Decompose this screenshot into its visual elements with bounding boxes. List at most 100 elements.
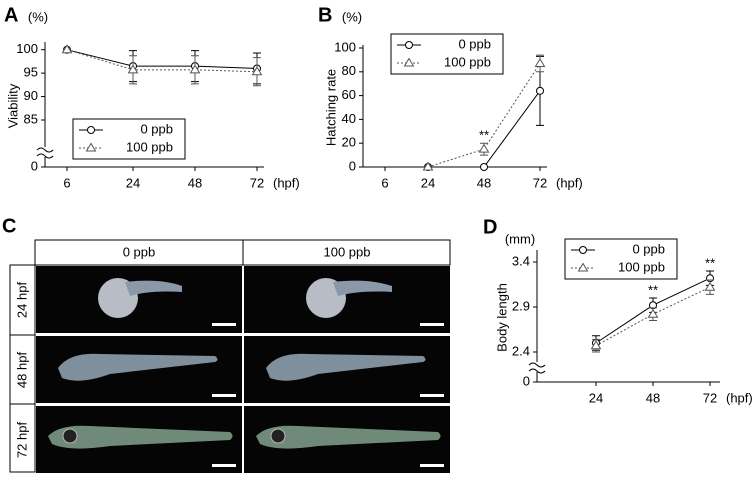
marker [61,44,73,54]
legend-label: 100 ppb [618,259,665,274]
scale-bar [212,394,236,397]
x-tick-label: 24 [421,175,435,190]
y-unit: (mm) [505,231,535,246]
row-label: 48 hpf [14,352,29,389]
axis-break [36,147,54,159]
eye [62,428,78,444]
marker [480,163,488,171]
x-tick-label: 24 [589,390,603,405]
y-unit: (%) [28,9,48,24]
y-unit: (%) [342,9,362,24]
y-tick-label: 100 [334,39,356,54]
marker [87,126,95,134]
larva [256,425,441,449]
legend: 0 ppb 100 ppb [564,238,678,280]
y-tick-label: 40 [342,111,356,126]
x-tick-label: 72 [703,390,717,405]
marker [422,161,434,171]
y-tick-label: 0 [349,158,356,173]
panel-letter: D [483,216,497,238]
legend: 0 ppb 100 ppb [72,118,186,160]
axis-break [528,362,546,374]
marker [536,86,544,95]
marker [405,41,413,49]
marker [251,66,263,76]
marker [127,64,139,74]
series-line [66,49,258,69]
marker [577,262,589,272]
x-unit: (hpf) [726,390,753,405]
row-label: 72 hpf [14,422,29,459]
x-tick-label: 6 [381,175,388,190]
marker [647,308,659,318]
column-label: 0 ppb [123,244,156,259]
y-tick-label: 85 [24,111,38,126]
x-tick-label: 6 [63,175,70,190]
scale-bar [420,394,444,397]
marker [85,142,97,152]
embryo [333,280,392,296]
x-unit: (hpf) [556,175,583,190]
micrographs [36,266,450,473]
scale-bar [212,464,236,467]
image-panel: C 0 ppb 100 ppb 24 hpf 48 hpf 72 hpf [2,215,451,473]
legend-label: 0 ppb [632,241,665,256]
y-tick-label: 0 [31,158,38,173]
eye [270,428,286,444]
row-label: 24 hpf [14,282,29,319]
series-line [66,49,258,73]
micrograph [244,266,450,333]
annotation: ** [648,282,658,297]
marker [478,143,490,153]
x-tick-label: 24 [126,175,140,190]
y-tick-label: 90 [24,88,38,103]
annotation: ** [705,255,715,270]
x-tick-label: 48 [477,175,491,190]
x-tick-label: 48 [646,390,660,405]
legend-label: 100 ppb [126,139,173,154]
column-label: 100 ppb [324,244,371,259]
larva [48,425,233,449]
panel-letter: C [2,215,16,237]
legend: 0 ppb 100 ppb [390,33,504,75]
x-tick-label: 72 [533,175,547,190]
y-tick-label: 80 [342,63,356,78]
larva [58,353,218,381]
embryo [125,280,182,296]
marker [189,64,201,74]
y-axis-label: Viability [5,83,20,128]
micrograph [36,266,242,333]
x-tick-label: 72 [250,175,264,190]
larva [266,353,426,381]
y-axis-label: Body length [494,283,509,352]
legend-label: 0 ppb [458,36,491,51]
x-tick-label: 48 [188,175,202,190]
marker [704,281,716,291]
marker [534,57,546,67]
scale-bar [420,323,444,326]
x-unit: (hpf) [273,175,300,190]
y-tick-label: 0 [523,373,530,388]
y-tick-label: 2.4 [512,343,530,358]
legend-box [564,238,678,280]
row-label-box [9,264,36,473]
marker [579,246,587,254]
annotation: ** [479,128,489,143]
y-axis-label: Hatching rate [323,69,338,146]
y-tick-label: 20 [342,135,356,150]
y-tick-label: 2.9 [512,298,530,313]
legend-box [72,118,186,160]
panel-letter: A [4,4,18,26]
y-tick-label: 100 [16,41,38,56]
y-tick-label: 60 [342,87,356,102]
y-tick-label: 95 [24,65,38,80]
scale-bar [212,323,236,326]
y-tick-label: 3.4 [512,253,530,268]
panel-letter: B [318,4,332,26]
marker [403,57,415,67]
legend-label: 0 ppb [140,121,173,136]
scale-bar [420,464,444,467]
marker [590,340,602,350]
legend-box [390,33,504,75]
